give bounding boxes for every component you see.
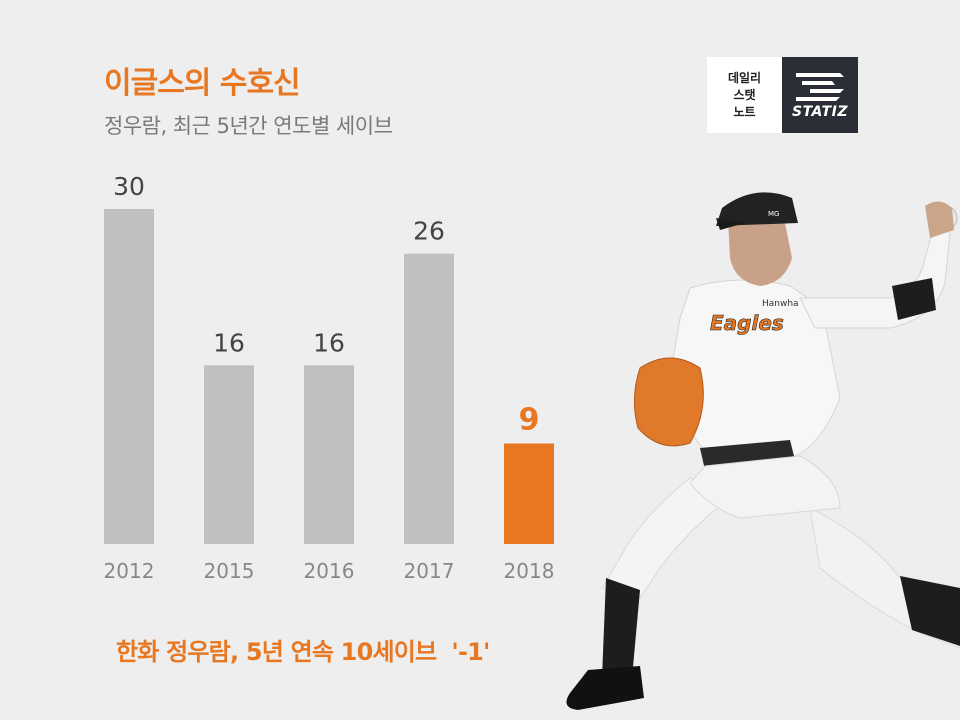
chart-subtitle: 정우람, 최근 5년간 연도별 세이브: [104, 114, 393, 138]
chart-title: 이글스의 수호신: [104, 66, 301, 101]
cap-logo-text: MG: [768, 210, 779, 218]
bar-2017: [404, 253, 454, 544]
value-label-2015: 16: [213, 328, 245, 357]
bar-2018: [504, 443, 554, 544]
statiz-wordmark: STATIZ: [792, 104, 848, 120]
daily-stat-note-logo: 데일리 스탯 노트: [707, 57, 782, 133]
pitcher-photo: MG Hanwha Eagles: [566, 192, 960, 710]
x-tick-2016: 2016: [304, 559, 355, 583]
jersey-brand-text: Hanwha: [762, 299, 799, 309]
bar-chart: 30 2012 16 2015 16 2016 26 2017 9 2018: [104, 172, 555, 583]
logo-line-1: 데일리: [727, 70, 762, 85]
x-tick-2018: 2018: [504, 559, 555, 583]
statiz-stripes-icon: [796, 73, 844, 101]
x-tick-2012: 2012: [104, 559, 155, 583]
x-tick-2017: 2017: [404, 559, 455, 583]
statiz-brand-mark: STATIZ: [782, 57, 858, 133]
value-label-2012: 30: [113, 172, 145, 201]
bar-2015: [204, 365, 254, 544]
value-label-2017: 26: [413, 217, 445, 246]
logo-line-2: 스탯: [733, 87, 756, 102]
bar-2012: [104, 209, 154, 544]
footnote: 한화 정우람, 5년 연속 10세이브 '-1': [116, 638, 490, 666]
logo-line-3: 노트: [733, 104, 756, 119]
jersey-team-text: Eagles: [710, 311, 784, 335]
x-tick-2015: 2015: [204, 559, 255, 583]
bar-2016: [304, 365, 354, 544]
value-label-2016: 16: [313, 328, 345, 357]
statiz-logo: 데일리 스탯 노트 STATIZ: [707, 57, 858, 133]
value-label-2018: 9: [519, 403, 540, 438]
